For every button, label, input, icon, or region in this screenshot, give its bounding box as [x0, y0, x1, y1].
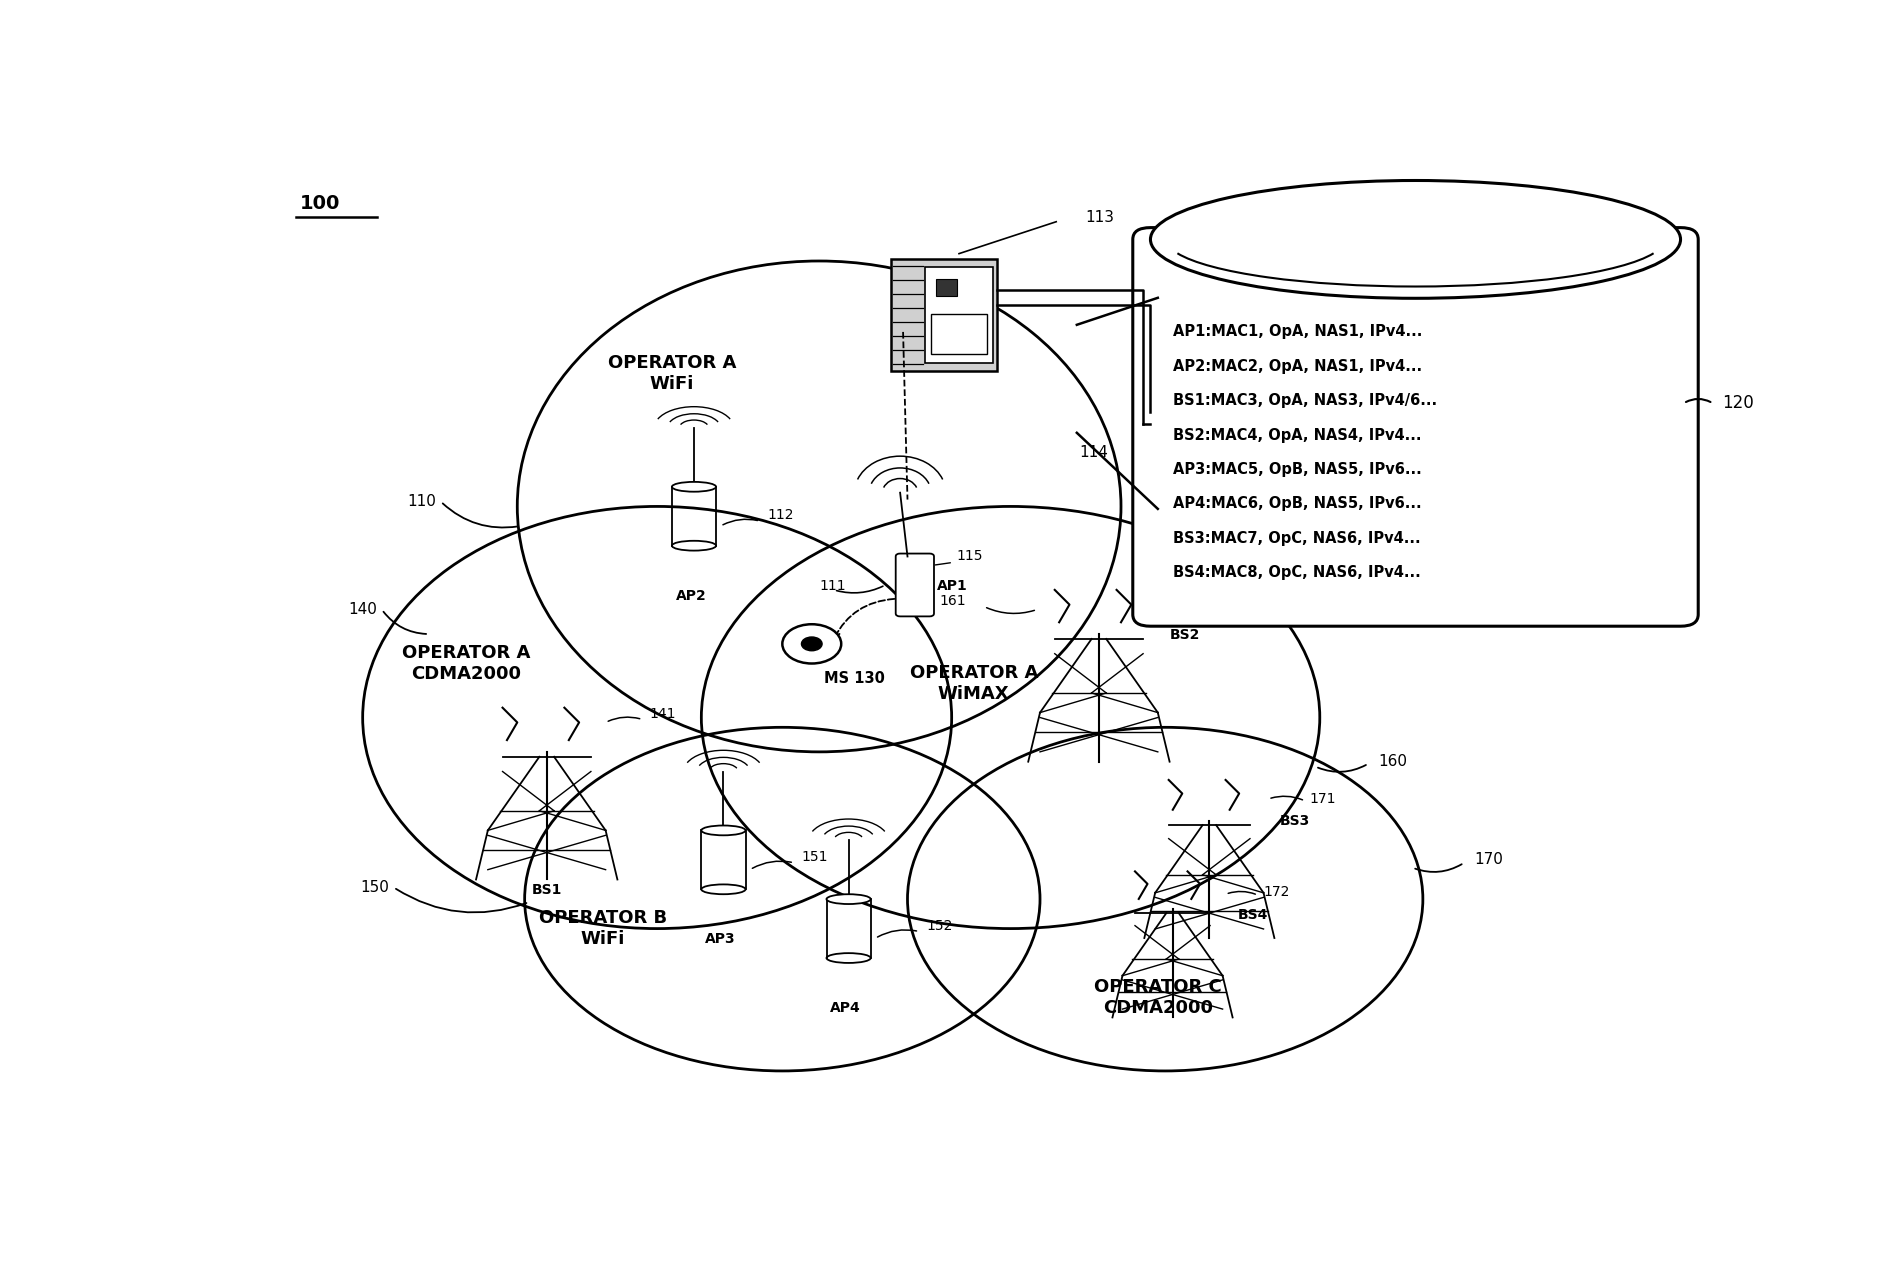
Text: BS3:MAC7, OpC, NAS6, IPv4...: BS3:MAC7, OpC, NAS6, IPv4... [1172, 530, 1419, 546]
Text: 160: 160 [1379, 755, 1408, 769]
Text: 112: 112 [768, 509, 794, 523]
Text: OPERATOR A
CDMA2000: OPERATOR A CDMA2000 [401, 644, 530, 683]
Text: 114: 114 [1079, 445, 1108, 460]
Text: 150: 150 [361, 880, 390, 895]
Circle shape [783, 625, 842, 663]
Text: AP4:MAC6, OpB, NAS5, IPv6...: AP4:MAC6, OpB, NAS5, IPv6... [1172, 496, 1421, 511]
Ellipse shape [826, 954, 870, 963]
Bar [937, 279, 958, 296]
Text: 151: 151 [802, 850, 828, 864]
FancyBboxPatch shape [925, 266, 994, 363]
Text: OPERATOR A
WiMAX: OPERATOR A WiMAX [910, 664, 1037, 703]
Text: AP2:MAC2, OpA, NAS1, IPv4...: AP2:MAC2, OpA, NAS1, IPv4... [1172, 358, 1421, 374]
Ellipse shape [673, 482, 716, 492]
Ellipse shape [701, 885, 745, 894]
Text: AP4: AP4 [830, 1001, 861, 1015]
Text: AP1: AP1 [937, 579, 967, 593]
Text: OPERATOR C
CDMA2000: OPERATOR C CDMA2000 [1094, 978, 1222, 1016]
Text: 152: 152 [927, 918, 954, 932]
Text: 170: 170 [1474, 853, 1503, 867]
Text: AP3:MAC5, OpB, NAS5, IPv6...: AP3:MAC5, OpB, NAS5, IPv6... [1172, 462, 1421, 477]
Text: MS 130: MS 130 [823, 671, 884, 686]
Ellipse shape [701, 825, 745, 835]
Text: OPERATOR B
WiFi: OPERATOR B WiFi [538, 909, 667, 949]
Text: 161: 161 [940, 594, 967, 608]
Text: BS1:MAC3, OpA, NAS3, IPv4/6...: BS1:MAC3, OpA, NAS3, IPv4/6... [1172, 393, 1436, 408]
Ellipse shape [673, 541, 716, 551]
Text: 172: 172 [1264, 885, 1290, 899]
Text: BS1: BS1 [532, 884, 562, 898]
Text: AP2: AP2 [676, 589, 707, 603]
FancyBboxPatch shape [891, 259, 998, 371]
Text: AP1:MAC1, OpA, NAS1, IPv4...: AP1:MAC1, OpA, NAS1, IPv4... [1172, 324, 1421, 339]
Text: 100: 100 [300, 194, 340, 213]
Ellipse shape [1151, 181, 1680, 298]
Ellipse shape [826, 894, 870, 904]
Text: AP3: AP3 [705, 932, 735, 946]
Text: BS2: BS2 [1170, 629, 1201, 643]
Text: 120: 120 [1721, 394, 1754, 412]
Text: BS3: BS3 [1281, 815, 1311, 829]
Text: BS4:MAC8, OpC, NAS6, IPv4...: BS4:MAC8, OpC, NAS6, IPv4... [1172, 565, 1421, 580]
Text: 111: 111 [819, 579, 846, 593]
Text: 141: 141 [650, 706, 676, 720]
Text: 110: 110 [407, 493, 437, 509]
Text: 115: 115 [956, 550, 982, 564]
Text: BS2:MAC4, OpA, NAS4, IPv4...: BS2:MAC4, OpA, NAS4, IPv4... [1172, 427, 1421, 442]
Text: OPERATOR A
WiFi: OPERATOR A WiFi [608, 354, 735, 393]
Text: 171: 171 [1309, 792, 1336, 806]
FancyBboxPatch shape [895, 553, 935, 616]
FancyBboxPatch shape [1132, 228, 1699, 626]
Text: 140: 140 [348, 602, 378, 617]
Text: BS4: BS4 [1237, 908, 1267, 922]
Circle shape [802, 638, 823, 650]
Text: 113: 113 [1085, 209, 1115, 224]
